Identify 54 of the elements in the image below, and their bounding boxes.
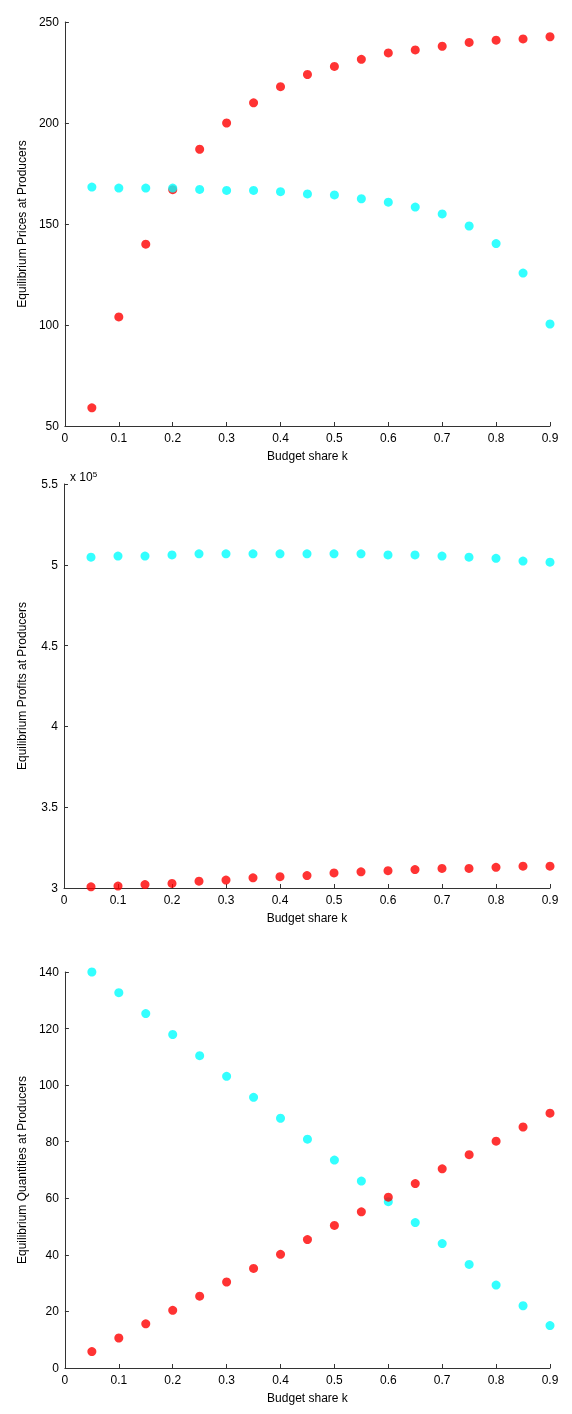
x-tick-label: 0.6: [379, 893, 397, 907]
x-tick-label: 0.3: [217, 893, 235, 907]
x-tick-label: 0.3: [218, 431, 236, 445]
y-tick-label: 3: [51, 881, 59, 895]
y-tick-label: 250: [38, 15, 60, 29]
x-tick-label: 0.7: [433, 893, 451, 907]
y-tick-label: 4.5: [41, 638, 59, 653]
x-axis-title: Budget share k: [267, 1391, 349, 1405]
x-tick-label: 0.5: [325, 893, 343, 907]
y-axis-title: Equilibrium Profits at Producers: [15, 601, 29, 771]
x-tick-label: 0.9: [541, 1373, 559, 1387]
y-axis-title: Equilibrium Quantities at Producers: [15, 1075, 29, 1265]
y-tick-label: 50: [45, 419, 60, 433]
x-tick-label: 0.8: [487, 431, 505, 445]
y-tick-label: 3.5: [41, 800, 59, 815]
y-tick-label: 60: [45, 1191, 60, 1206]
x-tick-label: 0.2: [164, 431, 182, 445]
x-axis-title: Budget share k: [267, 449, 349, 463]
x-tick-label: 0.4: [272, 431, 290, 445]
x-tick-label: 0.1: [110, 1373, 128, 1387]
x-tick-label: 0.7: [433, 1373, 451, 1387]
x-tick-label: 0.8: [487, 1373, 505, 1387]
y-tick-label: 20: [45, 1304, 60, 1319]
y-tick-label: 120: [38, 1021, 60, 1036]
y-tick-label: 5: [51, 557, 59, 572]
x-tick-label: 0.5: [326, 431, 344, 445]
x-tick-label: 0.4: [271, 893, 289, 907]
x-tick-label: 0.8: [487, 893, 505, 907]
x-tick-label: 0.9: [541, 893, 559, 907]
y-tick-label: 80: [45, 1134, 60, 1149]
x-tick-label: 0.9: [541, 431, 559, 445]
x-tick-label: 0.1: [109, 893, 127, 907]
y-tick-label: 40: [45, 1247, 60, 1262]
y-tick-label: 0: [52, 1361, 60, 1375]
x-tick-label: 0.2: [164, 1373, 182, 1387]
x-tick-label: 0: [61, 431, 69, 445]
y-tick-label: 5.5: [41, 477, 59, 491]
x-tick-label: 0.4: [272, 1373, 290, 1387]
y-axis-title: Equilibrium Prices at Producers: [15, 140, 29, 308]
y-tick-label: 150: [38, 217, 60, 231]
x-tick-label: 0.6: [379, 1373, 397, 1387]
x-tick-label: 0.5: [326, 1373, 344, 1387]
x-tick-label: 0.7: [433, 431, 451, 445]
y-tick-label: 200: [38, 116, 60, 130]
x-tick-label: 0.3: [218, 1373, 236, 1387]
x-tick-label: 0.2: [163, 893, 181, 907]
x-tick-label: 0.6: [379, 431, 397, 445]
x-tick-label: 0: [61, 1373, 69, 1387]
y-tick-label: 4: [51, 719, 59, 734]
y-tick-label: 140: [38, 965, 60, 979]
x-tick-label: 0.1: [110, 431, 128, 445]
y-tick-label: 100: [38, 318, 60, 332]
x-axis-title: Budget share k: [266, 911, 349, 925]
y-tick-label: 100: [38, 1078, 60, 1093]
